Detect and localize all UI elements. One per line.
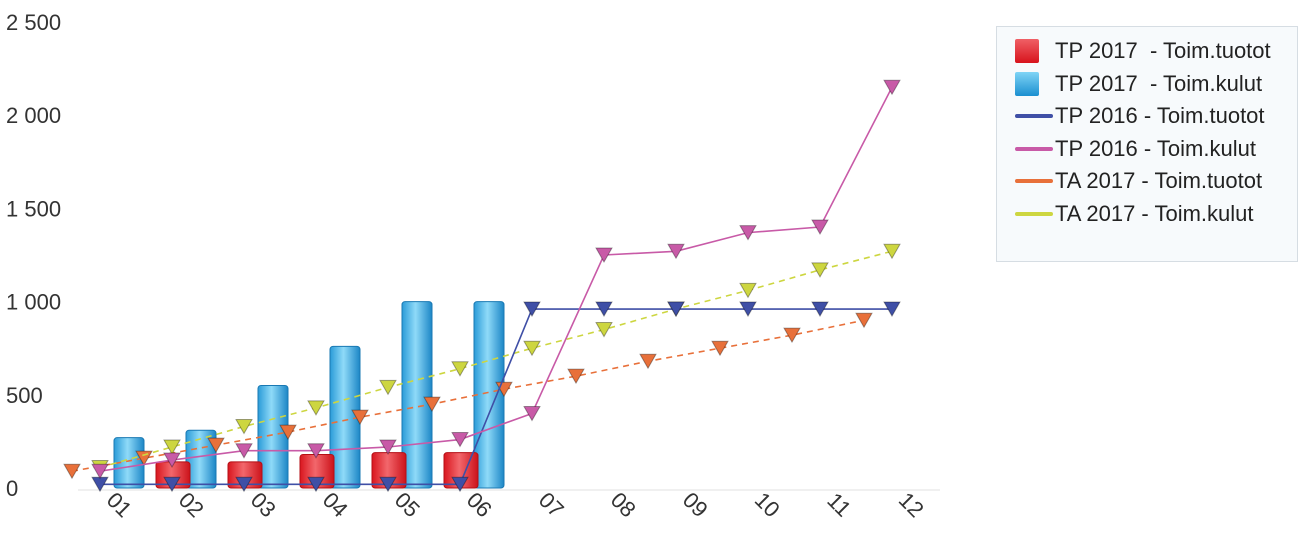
point-tp2016-kulut (163, 452, 181, 469)
point-ta2017-kulut (451, 361, 469, 377)
point-tp2016-kulut (91, 463, 109, 480)
point-ta2017-tuotot (783, 327, 801, 344)
legend-swatch (1009, 101, 1055, 131)
legend-item-tp2016-kulut: TP 2016 - Toim.kulut (1009, 133, 1297, 166)
legend-item-ta2017-kulut: TA 2017 - Toim.kulut (1009, 198, 1297, 231)
point-ta2017-kulut (379, 379, 397, 396)
point-ta2017-tuotot (63, 463, 81, 480)
legend-swatch (1009, 166, 1055, 196)
point-tp2016-kulut (451, 432, 469, 448)
point-ta2017-kulut (811, 262, 829, 278)
y-tick-label: 0 (6, 476, 18, 501)
x-tick-label: 10 (750, 487, 785, 522)
legend-item-tp2016-tuotot: TP 2016 - Toim.tuotot (1009, 100, 1297, 133)
bar-tp2017-kulut (185, 429, 217, 489)
point-tp2016-tuotot (883, 301, 901, 318)
x-tick-label: 05 (390, 487, 425, 522)
point-ta2017-tuotot (855, 312, 873, 329)
y-tick-label: 1 500 (6, 196, 61, 221)
point-ta2017-kulut (307, 400, 325, 416)
x-tick-label: 11 (822, 488, 856, 522)
legend-label: TA 2017 - Toim.tuotot (1055, 168, 1263, 194)
point-tp2016-kulut (883, 79, 901, 96)
legend-label: TA 2017 - Toim.kulut (1055, 200, 1254, 226)
point-tp2016-kulut (739, 225, 757, 241)
point-ta2017-tuotot (279, 424, 297, 441)
point-tp2016-kulut (523, 405, 541, 422)
line-tp2016-kulut (99, 86, 893, 473)
x-tick-label: 04 (318, 487, 353, 522)
legend-item-ta2017-tuotot: TA 2017 - Toim.tuotot (1009, 165, 1297, 198)
point-tp2016-tuotot (235, 476, 253, 493)
point-ta2017-tuotot (639, 353, 657, 370)
point-tp2016-tuotot (811, 301, 829, 318)
y-tick-label: 1 000 (6, 290, 61, 315)
legend-item-tp2017-kulut: TP 2017 - Toim.kulut (1009, 68, 1297, 101)
legend-label: TP 2016 - Toim.kulut (1055, 135, 1256, 161)
x-tick-label: 09 (678, 487, 713, 522)
point-tp2016-kulut (379, 439, 397, 455)
point-ta2017-kulut (163, 439, 181, 455)
bar-tp2017-kulut (401, 301, 433, 489)
point-ta2017-tuotot (567, 368, 585, 385)
x-tick-label: 07 (534, 487, 569, 522)
point-ta2017-tuotot (423, 396, 441, 413)
x-tick-label: 08 (606, 487, 641, 522)
point-tp2016-kulut (235, 443, 253, 459)
legend-swatch (1009, 69, 1055, 99)
legend-label: TP 2017 - Toim.kulut (1055, 70, 1263, 96)
legend-swatch (1009, 36, 1055, 66)
point-ta2017-tuotot (207, 437, 225, 454)
legend-swatch (1009, 199, 1055, 229)
point-tp2016-kulut (595, 247, 613, 264)
point-tp2016-tuotot (379, 476, 397, 493)
y-tick-label: 2 500 (6, 10, 61, 35)
point-ta2017-tuotot (711, 340, 729, 357)
point-ta2017-kulut (739, 282, 757, 299)
line-tp2016-tuotot (100, 308, 892, 486)
point-ta2017-kulut (595, 322, 613, 338)
legend: TP 2017 - Toim.tuotot TP 2017 - Toim.kul… (996, 26, 1298, 262)
point-tp2016-tuotot (307, 476, 325, 493)
legend-item-tp2017-tuotot: TP 2017 - Toim.tuotot (1009, 35, 1297, 68)
point-tp2016-tuotot (667, 301, 685, 318)
point-tp2016-kulut (811, 219, 829, 236)
x-tick-label: 12 (894, 487, 929, 522)
x-tick-label: 01 (102, 487, 137, 522)
point-tp2016-tuotot (523, 301, 541, 318)
x-tick-label: 06 (462, 487, 497, 522)
point-tp2016-tuotot (451, 476, 469, 493)
line-ta2017-kulut (99, 250, 893, 469)
point-tp2016-kulut (667, 243, 685, 260)
point-tp2016-tuotot (163, 476, 181, 493)
point-ta2017-kulut (523, 340, 541, 357)
y-tick-label: 500 (6, 383, 43, 408)
legend-label: TP 2016 - Toim.tuotot (1055, 103, 1265, 129)
legend-label: TP 2017 - Toim.tuotot (1055, 38, 1271, 64)
point-ta2017-tuotot (135, 450, 153, 467)
point-ta2017-tuotot (351, 409, 369, 426)
x-tick-label: 03 (246, 487, 281, 522)
point-tp2016-tuotot (595, 301, 613, 318)
legend-swatch (1009, 134, 1055, 164)
point-tp2016-kulut (307, 443, 325, 459)
line-ta2017-tuotot (71, 319, 865, 473)
point-tp2016-tuotot (739, 301, 757, 318)
x-tick-label: 02 (174, 487, 209, 522)
point-ta2017-kulut (883, 243, 901, 260)
point-ta2017-kulut (235, 418, 253, 435)
y-tick-label: 2 000 (6, 103, 61, 128)
